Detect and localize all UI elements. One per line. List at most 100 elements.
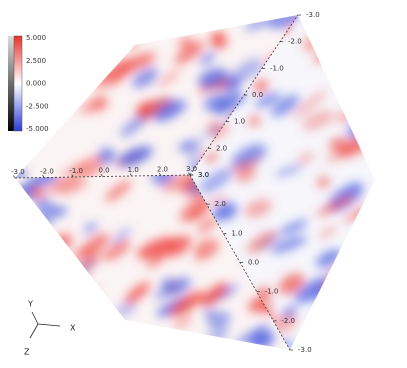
texture-blob bbox=[112, 227, 132, 245]
texture-blob bbox=[351, 71, 375, 99]
edge-tick-label: -2.0 bbox=[281, 317, 295, 325]
edge-tick-label: -2.0 bbox=[288, 38, 302, 46]
texture-blob bbox=[46, 23, 61, 33]
texture-blob bbox=[15, 278, 44, 306]
cube-right-face bbox=[190, 15, 375, 350]
texture-blob bbox=[204, 153, 219, 162]
texture-blob bbox=[248, 114, 261, 127]
edge-tick-label: 2.0 bbox=[216, 144, 227, 152]
texture-blob bbox=[278, 273, 305, 295]
texture-blob bbox=[90, 95, 109, 112]
texture-blob bbox=[91, 68, 127, 90]
colorbar-label: -5.000 bbox=[26, 125, 49, 133]
texture-blob bbox=[164, 278, 192, 296]
texture-blob bbox=[196, 216, 219, 234]
texture-blob bbox=[60, 277, 90, 294]
texture-blob bbox=[15, 261, 43, 282]
texture-blob bbox=[37, 252, 64, 266]
texture-blob bbox=[173, 314, 193, 330]
texture-blob bbox=[60, 29, 79, 45]
texture-blob bbox=[246, 230, 277, 254]
texture-blob bbox=[200, 125, 227, 138]
texture-blob bbox=[316, 195, 356, 216]
edge-tick-label: 1.0 bbox=[234, 118, 245, 126]
texture-blob bbox=[174, 41, 205, 65]
texture-blob bbox=[137, 237, 178, 259]
texture-blob bbox=[169, 291, 204, 317]
edge-tick bbox=[100, 173, 103, 177]
texture-blob bbox=[297, 153, 315, 164]
texture-blob bbox=[200, 282, 228, 307]
texture-blob bbox=[279, 220, 308, 235]
texture-blob bbox=[58, 178, 89, 195]
texture-blob bbox=[244, 199, 272, 218]
edge-tick-label: 2.0 bbox=[157, 166, 168, 174]
texture-blob bbox=[78, 233, 110, 259]
cube-top-face bbox=[15, 15, 298, 178]
texture-blob bbox=[348, 57, 375, 78]
texture-blob bbox=[234, 323, 270, 347]
texture-blob bbox=[140, 99, 156, 113]
texture-blob bbox=[195, 251, 207, 262]
texture-blob bbox=[178, 37, 193, 49]
texture-blob bbox=[146, 252, 167, 269]
edge-tick-label: -3.0 bbox=[306, 11, 320, 19]
triad-z: Z bbox=[24, 348, 30, 357]
edge-tick-label: -1.0 bbox=[265, 288, 279, 296]
colorbar-label: 0.000 bbox=[26, 80, 46, 88]
colorbar-label: -2.500 bbox=[26, 102, 49, 110]
texture-blob bbox=[203, 93, 229, 112]
texture-blob bbox=[199, 168, 234, 194]
texture-blob bbox=[235, 164, 256, 183]
edge-tick-label: 3.0 bbox=[186, 165, 197, 173]
texture-blob bbox=[353, 333, 375, 350]
texture-blob bbox=[117, 146, 153, 167]
edge-tick-label: 3.0 bbox=[198, 171, 209, 179]
texture-blob bbox=[119, 112, 150, 138]
texture-blob bbox=[40, 245, 63, 263]
texture-blob bbox=[124, 282, 151, 304]
texture-blob bbox=[105, 180, 132, 202]
colorbar-gray bbox=[8, 36, 14, 131]
triad-y: Y bbox=[27, 300, 33, 309]
edge-tick-label: 1.0 bbox=[231, 229, 242, 237]
edge-tick bbox=[13, 175, 16, 179]
texture-blob bbox=[15, 234, 30, 255]
edge-tick bbox=[129, 173, 132, 177]
texture-blob bbox=[270, 236, 308, 253]
texture-blob bbox=[255, 92, 281, 108]
texture-blob bbox=[25, 175, 60, 189]
texture-blob bbox=[316, 176, 331, 189]
texture-blob bbox=[65, 288, 99, 308]
edge-tick-label: -3.0 bbox=[11, 168, 25, 176]
edge-tick-label: 3.0 bbox=[198, 171, 209, 179]
texture-blob bbox=[162, 175, 199, 193]
texture-blob bbox=[366, 341, 375, 350]
texture-blob bbox=[318, 226, 337, 239]
texture-blob bbox=[99, 36, 126, 59]
texture-blob bbox=[232, 58, 263, 82]
edge-tick-label: -1.0 bbox=[270, 64, 284, 72]
colorbar bbox=[13, 35, 23, 132]
texture-blob bbox=[315, 318, 350, 345]
texture-blob bbox=[56, 45, 91, 63]
texture-blob bbox=[316, 249, 342, 268]
edge-tick bbox=[158, 172, 162, 176]
texture-blob bbox=[83, 222, 98, 234]
texture-blob bbox=[199, 51, 216, 66]
texture-blob bbox=[65, 62, 98, 90]
edge-tick-label: 0.0 bbox=[248, 259, 259, 267]
texture-blob bbox=[153, 100, 187, 122]
texture-blob bbox=[15, 285, 47, 307]
triad-x: X bbox=[70, 324, 76, 333]
texture-blob bbox=[114, 301, 137, 318]
texture-blob bbox=[253, 79, 268, 93]
texture-blob bbox=[72, 154, 107, 178]
texture-blob bbox=[302, 110, 335, 131]
texture-blob bbox=[119, 17, 154, 38]
texture-blob bbox=[158, 68, 181, 88]
texture-blob bbox=[138, 97, 172, 118]
texture-blob bbox=[62, 273, 89, 295]
texture-blob bbox=[32, 241, 47, 253]
texture-blob bbox=[275, 164, 304, 177]
